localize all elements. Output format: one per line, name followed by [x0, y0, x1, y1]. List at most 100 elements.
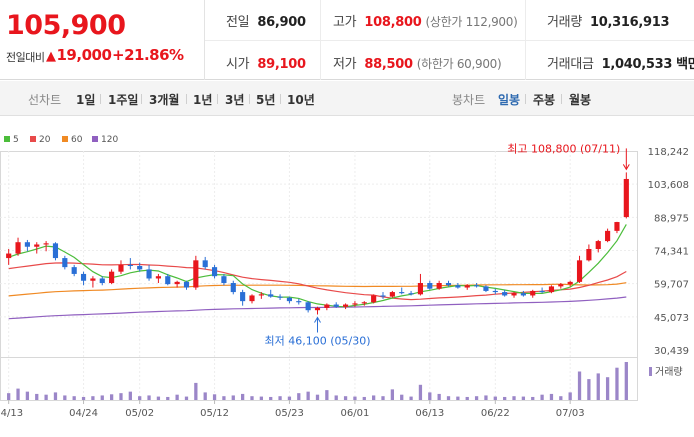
- volume-bar: [568, 392, 572, 400]
- x-tick-label: 04/13: [0, 408, 23, 419]
- tab-3y[interactable]: 3년: [225, 93, 245, 107]
- candle-body: [240, 292, 246, 302]
- line-chart-label: 선차트: [28, 93, 62, 107]
- volume-bar: [353, 396, 357, 400]
- candle-body: [155, 276, 161, 279]
- volume-bar: [549, 393, 554, 400]
- candle-body: [436, 283, 442, 289]
- candle-body: [277, 296, 283, 298]
- change-label: 전일대비: [6, 51, 45, 64]
- volume-bar: [25, 391, 30, 400]
- candle-body: [127, 264, 133, 267]
- volume-bar: [531, 396, 535, 400]
- volume-bar: [278, 396, 282, 400]
- candle-body: [361, 302, 367, 304]
- volume-bar: [615, 367, 619, 400]
- candle-body: [530, 290, 536, 296]
- volume-legend-swatch: [649, 367, 652, 376]
- candle-body: [174, 281, 180, 285]
- volume-bar: [624, 362, 628, 400]
- candle-body: [202, 260, 208, 268]
- candle-body: [324, 304, 330, 308]
- candle-body: [492, 290, 498, 293]
- volume-bar: [109, 394, 114, 400]
- chart-period-tabs: 선차트 1일 1주일 3개월 1년 3년 5년 10년 봉차트 일봉 주봉 월봉: [0, 81, 694, 116]
- chart-frame: [0, 151, 638, 401]
- tab-separator: [249, 94, 250, 104]
- tab-weekly[interactable]: 주봉: [533, 93, 556, 107]
- tab-1y[interactable]: 1년: [193, 93, 213, 107]
- volume-bar: [287, 396, 292, 400]
- candle-body: [380, 295, 386, 297]
- volume-bar: [269, 396, 273, 400]
- tab-1w[interactable]: 1주일: [108, 93, 139, 107]
- tab-5y[interactable]: 5년: [256, 93, 276, 107]
- tab-monthly[interactable]: 월봉: [569, 93, 592, 107]
- stat-prev-close: 전일 86,900: [226, 15, 306, 30]
- volume-bar: [119, 393, 123, 400]
- volume-bar: [605, 377, 610, 400]
- x-tick-label: 05/02: [125, 408, 154, 419]
- price-summary: 105,900 전일대비 ▲19,000 +21.86%: [0, 0, 205, 80]
- min-price-annotation: 최저 46,100 (05/30): [264, 335, 370, 348]
- max-price-annotation: 최고 108,800 (07/11): [507, 142, 620, 155]
- candle-body: [502, 292, 508, 296]
- volume-bar: [521, 396, 526, 400]
- volume-bar: [503, 396, 507, 400]
- candle-body: [165, 276, 171, 285]
- candle-body: [183, 281, 190, 288]
- y-tick-label: 118,242: [648, 147, 689, 158]
- candle-body: [211, 267, 218, 277]
- candle-body: [408, 293, 414, 295]
- tab-daily[interactable]: 일봉: [498, 93, 521, 107]
- tab-separator: [100, 94, 101, 104]
- candle-body: [268, 294, 274, 297]
- candle-body: [43, 243, 49, 245]
- candle-body: [305, 302, 311, 311]
- candle-body: [623, 178, 629, 218]
- price-change: ▲19,000: [46, 46, 112, 64]
- stat-high: 고가 108,800 (상한가 112,900): [333, 15, 518, 30]
- legend-ma120: 120: [92, 135, 118, 145]
- candle-body: [464, 285, 470, 288]
- volume-legend-label: 거래량: [655, 366, 683, 378]
- volume-bar: [334, 395, 338, 400]
- tab-3m[interactable]: 3개월: [149, 93, 180, 107]
- candle-body: [193, 260, 199, 288]
- volume-bar: [16, 388, 20, 400]
- candle-body: [146, 269, 152, 279]
- candle-body: [333, 304, 339, 307]
- volume-bar: [35, 393, 39, 400]
- candle-body: [90, 278, 96, 281]
- x-tick-label: 06/13: [415, 408, 444, 419]
- volume-bar: [306, 391, 310, 400]
- volume-bar: [259, 396, 263, 400]
- candle-body: [399, 292, 405, 294]
- volume-bar: [138, 396, 142, 400]
- volume-bar: [596, 373, 600, 400]
- candle-body: [605, 230, 611, 242]
- stat-amount: 거래대금 1,040,533 백만: [547, 57, 694, 72]
- volume-bar: [484, 395, 488, 400]
- tab-1d[interactable]: 1일: [76, 93, 96, 107]
- x-tick-label: 07/03: [556, 408, 585, 419]
- candle-body: [483, 286, 489, 291]
- tab-separator: [217, 94, 218, 104]
- candle-body: [118, 264, 124, 272]
- y-tick-label: 74,341: [654, 247, 689, 258]
- volume-bar: [194, 382, 198, 400]
- x-tick-label: 05/12: [200, 408, 229, 419]
- x-tick-label: 06/22: [481, 408, 510, 419]
- candle-body: [99, 278, 105, 284]
- tab-separator: [525, 94, 526, 104]
- tab-10y[interactable]: 10년: [287, 93, 315, 107]
- candle-body: [539, 290, 545, 293]
- candle-body: [286, 297, 292, 302]
- current-price: 105,900: [6, 10, 126, 41]
- candle-body: [595, 241, 601, 250]
- volume-bar: [44, 394, 48, 400]
- volume-bar: [474, 396, 479, 400]
- volume-bar: [428, 392, 432, 400]
- volume-bar: [409, 396, 413, 400]
- volume-bar: [240, 393, 245, 400]
